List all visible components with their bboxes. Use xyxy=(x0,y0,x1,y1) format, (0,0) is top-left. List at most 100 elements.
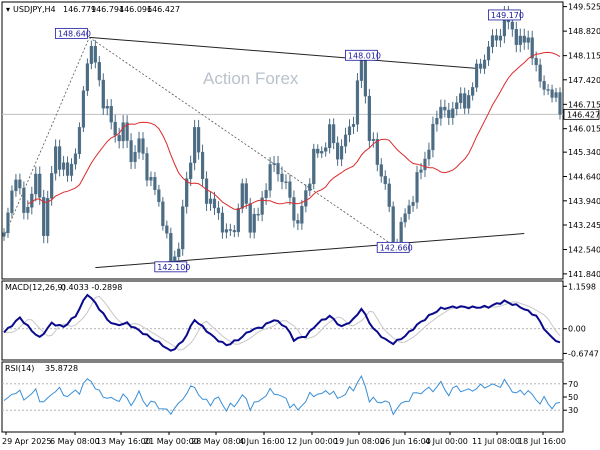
candle xyxy=(145,147,149,187)
candle xyxy=(546,84,550,96)
candle xyxy=(347,119,352,143)
price-tick-label: 144.640 xyxy=(568,172,600,181)
candles xyxy=(2,5,562,270)
price-label-text: 142.100 xyxy=(157,263,190,272)
candle xyxy=(149,171,153,187)
fib-line-down xyxy=(89,37,394,246)
price-label-text: 142.660 xyxy=(380,243,413,252)
rsi-path xyxy=(3,374,561,416)
candle xyxy=(518,28,522,53)
rsi-grid xyxy=(2,383,563,411)
candle xyxy=(328,118,332,154)
candle xyxy=(308,178,312,197)
price-label-text: 148.640 xyxy=(58,29,91,38)
candle xyxy=(272,155,276,172)
candle xyxy=(407,199,411,220)
candle xyxy=(542,75,546,96)
price-tick-label: 148.820 xyxy=(568,27,600,36)
macd-header: MACD(12,26,9) -0.4033 -0.2898 xyxy=(5,283,122,292)
candle xyxy=(375,132,379,172)
candle xyxy=(332,118,336,150)
candle xyxy=(220,206,225,239)
candle xyxy=(125,115,129,148)
candle xyxy=(538,58,542,88)
candle xyxy=(117,127,121,149)
candle xyxy=(208,191,213,211)
candle xyxy=(177,242,181,264)
time-tick-label: 4 Jun 16:00 xyxy=(239,437,285,446)
candle xyxy=(482,54,487,74)
candle xyxy=(161,197,165,231)
time-tick-label: 19 Jun 08:00 xyxy=(334,437,385,446)
price-tick-label: 146.715 xyxy=(568,100,600,109)
candle xyxy=(312,143,316,190)
candle xyxy=(101,73,105,115)
price-tick-label: 148.115 xyxy=(568,52,600,61)
candle xyxy=(292,190,296,228)
candle xyxy=(121,115,125,149)
candle xyxy=(54,139,58,181)
candle xyxy=(554,87,558,103)
candle xyxy=(355,73,360,132)
candle xyxy=(129,133,133,170)
price-label: 142.660 xyxy=(376,241,413,253)
candle xyxy=(189,155,193,187)
candle xyxy=(232,225,236,238)
candle xyxy=(34,166,38,202)
candle xyxy=(276,155,280,182)
price-axis: 149.525 148.820 148.115 147.420 146.715 146.0… xyxy=(563,3,600,279)
candle xyxy=(58,139,62,177)
rsi-tick-label: 50 xyxy=(568,393,578,402)
candle xyxy=(185,171,189,214)
candle xyxy=(61,156,66,177)
candle xyxy=(216,201,221,220)
candle xyxy=(339,139,344,167)
moving-average xyxy=(27,51,561,211)
candle xyxy=(141,132,145,161)
time-tick-label: 12 Jun 00:00 xyxy=(287,437,338,446)
candle xyxy=(534,51,538,72)
candle xyxy=(550,84,554,103)
candle xyxy=(181,199,185,256)
header-high: 146.794 xyxy=(91,5,124,14)
candle xyxy=(498,28,503,48)
macd-title: MACD(12,26,9) xyxy=(5,283,66,292)
header-low: 146.096 xyxy=(119,5,152,14)
candle xyxy=(109,99,113,130)
time-tick-label: 29 Apr 2025 xyxy=(2,437,51,446)
candle xyxy=(296,213,300,231)
candle xyxy=(478,58,483,74)
candle xyxy=(423,151,427,178)
candle xyxy=(486,40,491,66)
price-tick-label: 147.420 xyxy=(568,76,600,85)
candle xyxy=(558,87,562,120)
candle xyxy=(320,146,324,159)
rsi-title: RSI(14) xyxy=(5,364,34,373)
candle xyxy=(93,40,97,69)
time-tick-label: 18 Jul 16:00 xyxy=(518,437,566,446)
candle xyxy=(288,174,292,205)
candle xyxy=(65,156,70,182)
header-close: 146.427 xyxy=(147,5,180,14)
candle xyxy=(42,189,46,244)
header-arrow: ▾ xyxy=(6,5,10,14)
candle xyxy=(153,171,157,196)
candle xyxy=(467,89,471,114)
header-open: 146.779 xyxy=(63,5,96,14)
candle xyxy=(22,181,26,220)
candle xyxy=(105,99,109,116)
candle xyxy=(38,166,42,205)
candle xyxy=(133,145,137,169)
time-tick-label: 6 May 08:00 xyxy=(50,437,100,446)
candle xyxy=(77,122,82,159)
candle xyxy=(200,144,205,187)
candle xyxy=(411,195,415,212)
rsi-tick-label: 30 xyxy=(568,406,578,415)
price-label: 142.100 xyxy=(154,261,190,273)
candle xyxy=(371,132,375,148)
candle xyxy=(89,40,93,70)
price-tick-label: 143.940 xyxy=(568,197,600,206)
candle xyxy=(73,148,78,170)
rsi-line xyxy=(3,374,561,416)
candle xyxy=(18,173,22,195)
